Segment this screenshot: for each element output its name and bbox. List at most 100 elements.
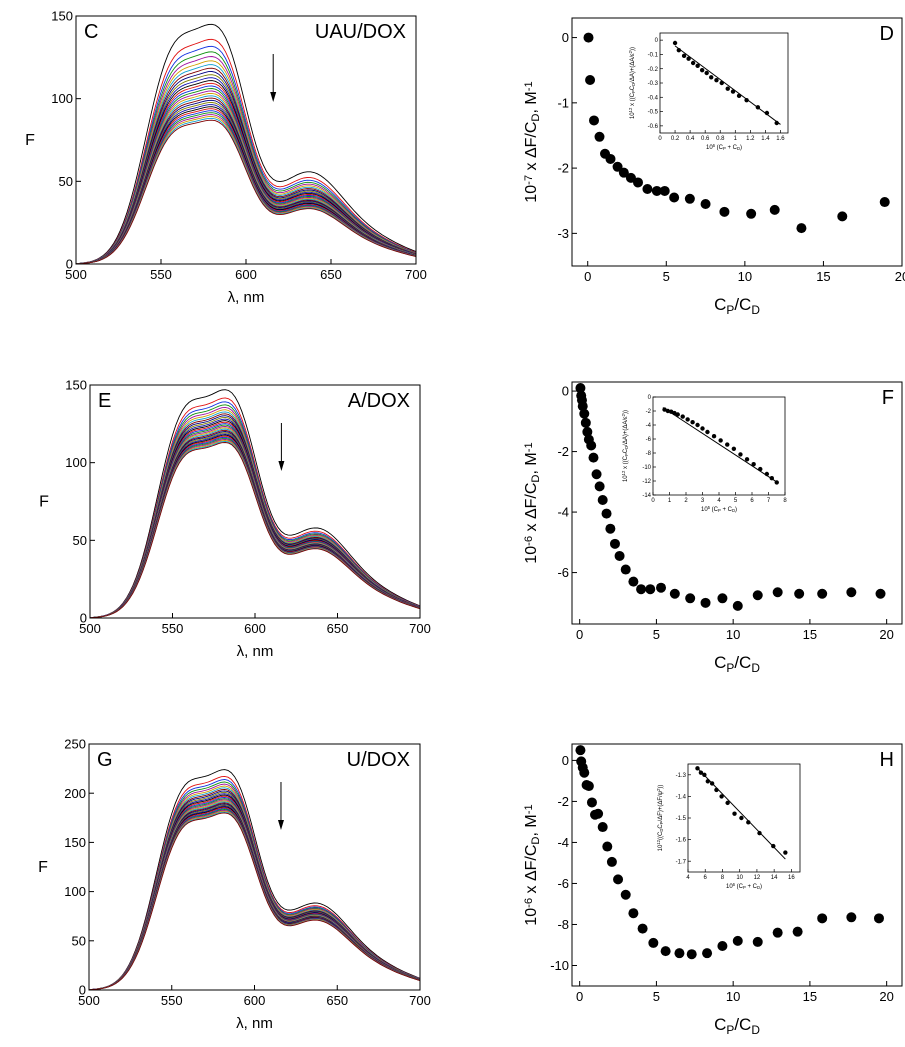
spectrum-curve <box>88 785 421 991</box>
inset-x-tick-label: 8 <box>721 875 725 881</box>
spectrum-curve <box>75 23 417 265</box>
inset-data-point <box>755 105 761 110</box>
x-axis-title: CP/CD <box>714 295 760 317</box>
inset-y-axis-title: 1012 x ((CPCD/ΔA)+(ΔA/ε2)) <box>628 47 636 119</box>
data-point <box>612 161 623 172</box>
data-point <box>579 408 590 419</box>
inset-data-point <box>690 420 695 425</box>
spectrum-curve <box>89 424 421 619</box>
data-point <box>752 936 763 947</box>
spectrum-curve <box>89 433 421 619</box>
spectrum-curve <box>88 787 421 991</box>
y-tick-label: 50 <box>59 174 73 189</box>
x-tick-label: 600 <box>235 267 257 282</box>
data-point <box>700 597 711 608</box>
inset-data-point <box>738 452 743 457</box>
inset-y-tick-label: -0.1 <box>648 53 659 59</box>
data-point <box>686 949 697 960</box>
data-point <box>589 115 599 126</box>
inset-x-tick-label: 1.4 <box>761 136 770 142</box>
data-point <box>717 593 728 604</box>
data-point <box>618 167 629 178</box>
data-point <box>620 889 631 900</box>
y-tick-label: 0 <box>562 30 569 45</box>
inset-data-point <box>718 438 723 443</box>
plot-frame <box>571 743 903 987</box>
x-tick-label: 5 <box>663 269 670 284</box>
x-axis-title: λ, nm <box>237 643 274 660</box>
inset-data-point <box>725 442 730 447</box>
data-point <box>601 508 612 519</box>
inset-x-tick-label: 3 <box>701 498 705 504</box>
spectrum-curve <box>88 798 421 991</box>
spectrum-curve <box>88 803 421 991</box>
data-point <box>684 193 695 204</box>
data-point <box>645 584 656 595</box>
x-tick-label: 10 <box>738 269 752 284</box>
inset-x-tick-label: 1 <box>668 498 672 504</box>
data-point <box>575 745 586 756</box>
x-tick-label: 700 <box>405 267 427 282</box>
data-point <box>837 211 848 222</box>
inset-data-point <box>690 60 696 66</box>
data-point <box>625 172 636 183</box>
x-tick-label: 500 <box>78 993 100 1008</box>
data-point <box>732 600 743 611</box>
data-point <box>772 587 783 598</box>
inset-data-point <box>672 410 677 416</box>
spectra-panel-G: 500 550 600 650 700 0 50 100 150 200 250 G U/DOX λ, n… <box>38 737 431 1032</box>
x-tick-label: 550 <box>150 267 172 282</box>
x-tick-label: 20 <box>895 269 905 284</box>
data-point <box>875 588 886 599</box>
spectrum-curve <box>75 119 417 265</box>
spectrum-curve <box>88 799 421 991</box>
data-point <box>719 206 730 217</box>
data-point <box>642 183 653 194</box>
inset-data-point <box>719 80 724 86</box>
inset-x-tick-label: 7 <box>767 498 771 504</box>
data-point <box>614 550 625 561</box>
inset-y-tick-label: -0.2 <box>648 67 659 73</box>
inset-y-axis-title: 1012 x ((CPCD/ΔA)+(ΔA/ε2)) <box>621 410 629 482</box>
data-point <box>613 874 624 885</box>
inset-data-point <box>680 414 685 419</box>
y-tick-label: -2 <box>557 161 569 176</box>
spectrum-curve <box>89 432 421 619</box>
data-point <box>732 935 743 946</box>
x-axis-title: λ, nm <box>228 289 265 306</box>
panel-letter: C <box>84 21 98 43</box>
inset-data-point <box>764 110 770 116</box>
x-tick-label: 20 <box>879 627 893 642</box>
inset-data-point <box>699 67 705 73</box>
inset-x-tick-label: 0 <box>651 498 655 504</box>
y-tick-label: 100 <box>51 91 73 106</box>
spectrum-curve <box>88 790 421 991</box>
data-point <box>628 576 639 587</box>
inset-data-point <box>771 843 776 849</box>
y-tick-label: -1 <box>557 95 569 110</box>
inset-data-point <box>769 476 774 481</box>
data-point <box>746 208 757 219</box>
spectrum-curve <box>89 413 421 619</box>
spectrum-curve <box>88 788 421 991</box>
x-tick-label: 650 <box>320 267 342 282</box>
inset-data-point <box>711 434 717 439</box>
x-tick-label: 10 <box>726 989 740 1004</box>
inset-y-tick-label: -8 <box>646 451 652 457</box>
x-tick-label: 600 <box>244 621 266 636</box>
data-point <box>648 937 659 948</box>
inset-x-tick-label: 6 <box>704 875 708 881</box>
inset-data-point <box>686 56 691 61</box>
y-tick-label: -8 <box>557 917 569 932</box>
inset-x-tick-label: 0.8 <box>716 136 725 142</box>
inset-x-tick-label: 10 <box>736 875 743 881</box>
inset-x-tick-label: 12 <box>754 875 761 881</box>
data-point <box>606 856 617 867</box>
spectrum-curve <box>88 783 421 991</box>
inset-frame <box>659 32 789 134</box>
data-point <box>585 75 596 85</box>
y-axis-title: 10-6 x ΔF/CD, M-1 <box>523 804 543 925</box>
panel-sample-label: U/DOX <box>347 749 410 771</box>
inset-data-point <box>672 40 678 46</box>
data-point <box>752 590 763 601</box>
